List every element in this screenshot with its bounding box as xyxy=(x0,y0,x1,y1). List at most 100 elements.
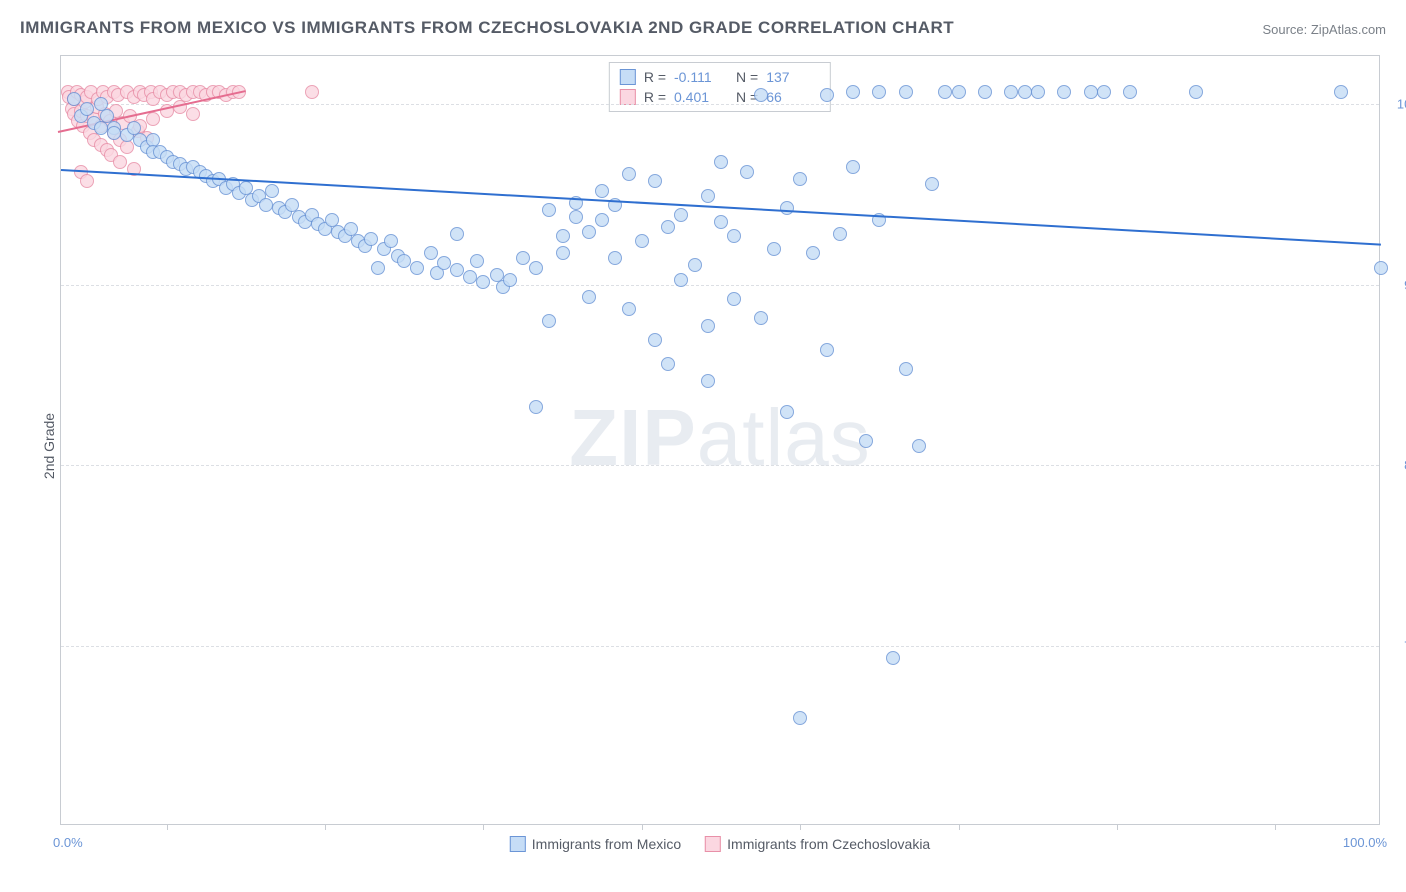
chart-source: Source: ZipAtlas.com xyxy=(1262,22,1386,37)
series2-marker xyxy=(146,112,160,126)
ytick-label: 100.0% xyxy=(1397,97,1406,112)
r-value-1: -0.111 xyxy=(674,69,728,85)
series1-marker xyxy=(542,314,556,328)
legend-item-2: Immigrants from Czechoslovakia xyxy=(705,836,930,852)
legend-label-2: Immigrants from Czechoslovakia xyxy=(727,836,930,852)
xtick xyxy=(1117,824,1118,830)
series1-marker xyxy=(701,319,715,333)
series1-marker xyxy=(67,92,81,106)
series1-marker xyxy=(476,275,490,289)
gridline xyxy=(61,104,1379,105)
series1-marker xyxy=(674,273,688,287)
series1-marker xyxy=(793,172,807,186)
series1-marker xyxy=(859,434,873,448)
series1-marker xyxy=(463,270,477,284)
series1-marker xyxy=(1334,85,1348,99)
series1-marker xyxy=(259,198,273,212)
watermark: ZIPatlas xyxy=(569,392,870,484)
chart-title: IMMIGRANTS FROM MEXICO VS IMMIGRANTS FRO… xyxy=(20,18,954,38)
xtick xyxy=(167,824,168,830)
series1-marker xyxy=(1004,85,1018,99)
series1-marker xyxy=(912,439,926,453)
series1-marker xyxy=(701,374,715,388)
xtick-label-lo: 0.0% xyxy=(53,835,83,850)
series1-marker xyxy=(569,210,583,224)
series1-marker xyxy=(701,189,715,203)
series1-marker xyxy=(437,256,451,270)
series1-marker xyxy=(793,711,807,725)
n-label-1: N = xyxy=(736,69,758,85)
series1-marker xyxy=(833,227,847,241)
series1-marker xyxy=(688,258,702,272)
series1-marker xyxy=(899,85,913,99)
plot-area: ZIPatlas R = -0.111 N = 137 R = 0.401 N … xyxy=(60,55,1380,825)
series1-marker xyxy=(1097,85,1111,99)
r-value-2: 0.401 xyxy=(674,89,728,105)
series2-marker xyxy=(80,174,94,188)
series1-marker xyxy=(107,126,121,140)
series1-marker xyxy=(661,220,675,234)
gridline xyxy=(61,646,1379,647)
series1-marker xyxy=(516,251,530,265)
series1-marker xyxy=(767,242,781,256)
series1-marker xyxy=(595,213,609,227)
bottom-legend: Immigrants from Mexico Immigrants from C… xyxy=(510,836,930,852)
r-label-1: R = xyxy=(644,69,666,85)
watermark-bold: ZIP xyxy=(569,393,696,482)
series1-marker xyxy=(424,246,438,260)
series1-marker xyxy=(470,254,484,268)
series1-marker xyxy=(80,102,94,116)
series1-marker xyxy=(740,165,754,179)
series1-marker xyxy=(397,254,411,268)
series1-marker xyxy=(595,184,609,198)
series1-marker xyxy=(410,261,424,275)
series1-marker xyxy=(556,229,570,243)
series1-marker xyxy=(714,155,728,169)
series2-marker xyxy=(120,140,134,154)
correlation-row-1: R = -0.111 N = 137 xyxy=(620,67,820,87)
series1-swatch-icon xyxy=(510,836,526,852)
series1-marker xyxy=(582,225,596,239)
xtick xyxy=(800,824,801,830)
series1-marker xyxy=(925,177,939,191)
n-value-2: 66 xyxy=(766,89,820,105)
gridline xyxy=(61,465,1379,466)
series1-marker xyxy=(780,201,794,215)
series1-marker xyxy=(938,85,952,99)
xtick xyxy=(642,824,643,830)
series1-marker xyxy=(727,229,741,243)
series1-marker xyxy=(648,333,662,347)
series1-swatch xyxy=(620,69,636,85)
series1-marker xyxy=(1031,85,1045,99)
series2-marker xyxy=(113,155,127,169)
series1-marker xyxy=(806,246,820,260)
series1-marker xyxy=(780,405,794,419)
series1-marker xyxy=(1123,85,1137,99)
series1-marker xyxy=(754,88,768,102)
series1-marker xyxy=(872,85,886,99)
series1-marker xyxy=(886,651,900,665)
series1-marker xyxy=(582,290,596,304)
series1-marker xyxy=(450,263,464,277)
series1-marker xyxy=(556,246,570,260)
series1-marker xyxy=(622,302,636,316)
series1-marker xyxy=(820,343,834,357)
gridline xyxy=(61,285,1379,286)
series1-marker xyxy=(364,232,378,246)
series1-marker xyxy=(608,251,622,265)
series2-marker xyxy=(186,107,200,121)
legend-label-1: Immigrants from Mexico xyxy=(532,836,681,852)
series1-marker xyxy=(529,261,543,275)
series1-marker xyxy=(1018,85,1032,99)
n-value-1: 137 xyxy=(766,69,820,85)
series1-marker xyxy=(978,85,992,99)
series1-marker xyxy=(265,184,279,198)
series1-marker xyxy=(1057,85,1071,99)
xtick xyxy=(959,824,960,830)
legend-item-1: Immigrants from Mexico xyxy=(510,836,681,852)
series1-marker xyxy=(714,215,728,229)
series1-marker xyxy=(661,357,675,371)
series1-marker xyxy=(899,362,913,376)
series1-marker xyxy=(503,273,517,287)
series1-marker xyxy=(1084,85,1098,99)
